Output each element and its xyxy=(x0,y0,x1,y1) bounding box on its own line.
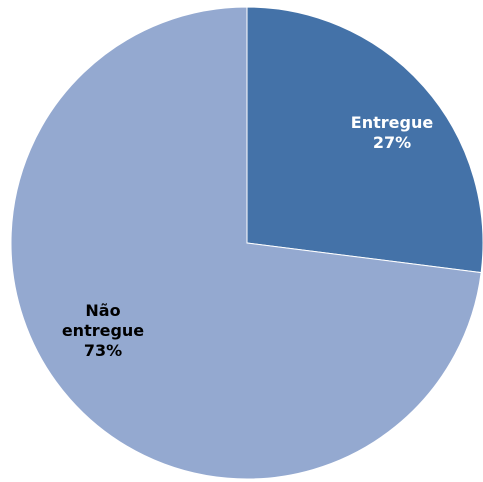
pie-slice-nao-entregue xyxy=(10,6,482,480)
data-label-entregue: Entregue 27% xyxy=(351,113,434,152)
pie-slice-entregue xyxy=(246,6,483,274)
data-label-nao-entregue: Não entregue 73% xyxy=(62,301,144,360)
